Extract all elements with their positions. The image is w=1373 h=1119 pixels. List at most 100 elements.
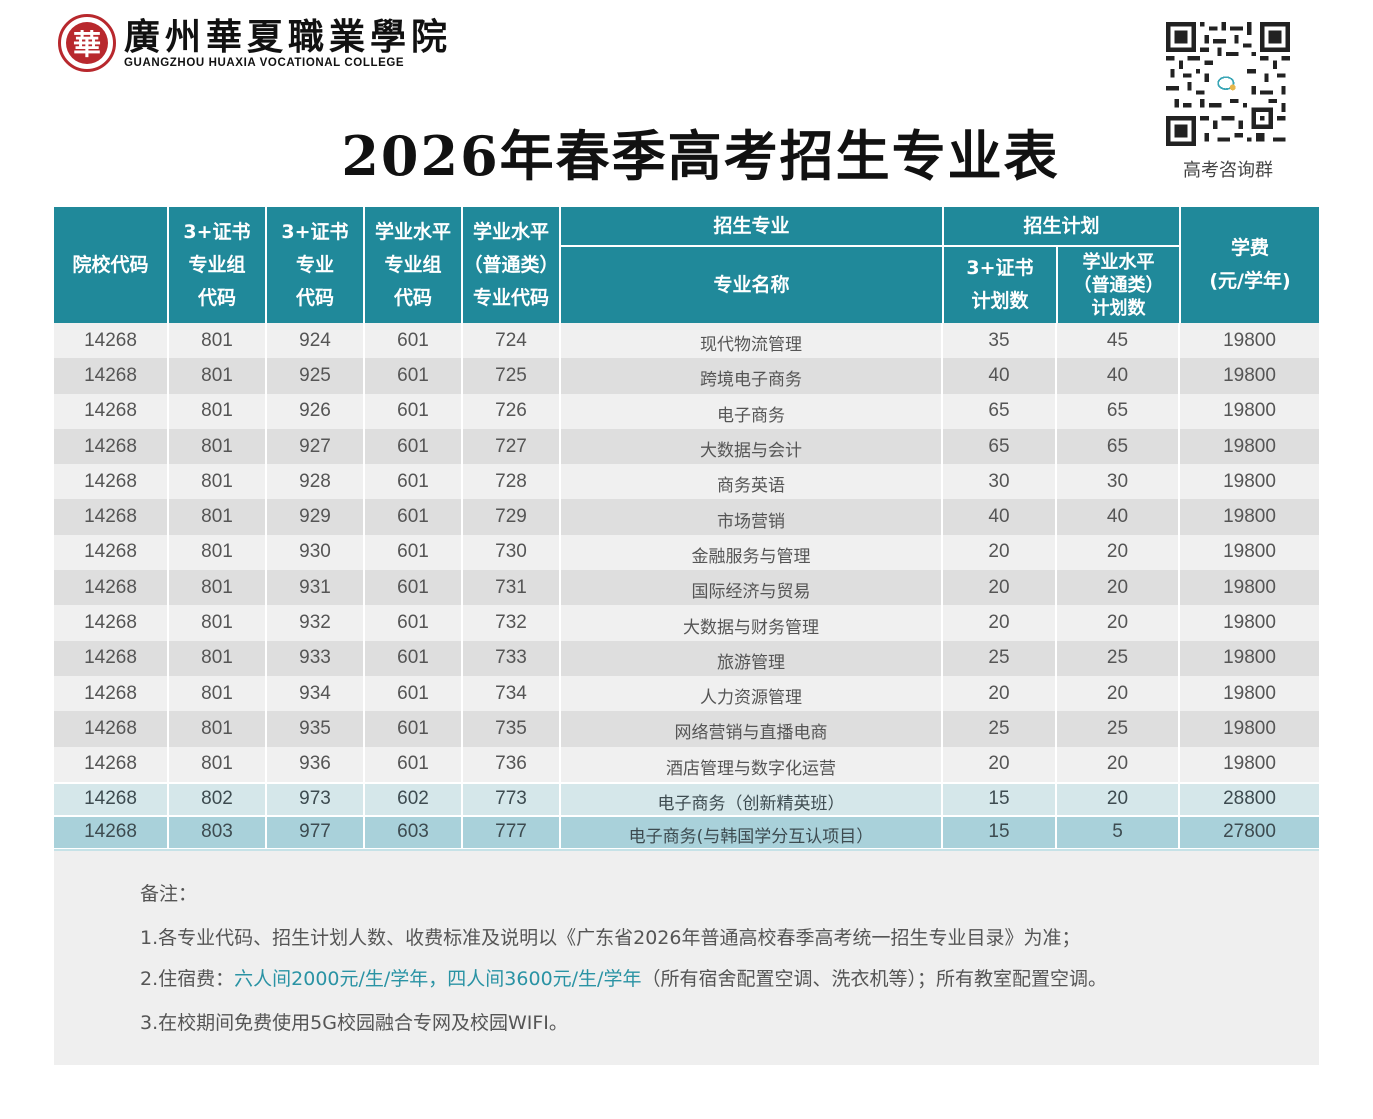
cert-major-code-cell: 930: [267, 534, 365, 571]
tuition-cell: 19800: [1223, 647, 1276, 669]
school-code-cell: 14268: [54, 570, 169, 606]
plan-cert-cell: 25: [943, 711, 1057, 747]
plan-level-cell: 20: [1057, 534, 1180, 571]
school-code-cell: 14268: [54, 464, 169, 500]
tuition-cell: 19800: [1223, 753, 1276, 775]
cert-major-code-cell: 935: [267, 711, 365, 747]
level-group-code-cell: 601: [365, 746, 463, 782]
table-row: 14268 801 926 601 726 电子商务 65 65 19800: [54, 393, 1319, 429]
table-header: 院校代码 3+证书 专业组 代码 3+证书 专业 代码 学业水平 专业组 代码 学业水平 （普…: [54, 207, 1319, 323]
level-group-code-cell: 601: [365, 534, 463, 571]
school-code-cell: 14268: [54, 675, 169, 712]
plan-cert-cell: 20: [943, 534, 1057, 571]
cert-group-code-cell: 802: [169, 783, 267, 815]
header-major-name: 专业名称: [561, 247, 942, 323]
school-code-cell: 14268: [54, 323, 169, 359]
tuition-cell: 19800: [1223, 329, 1276, 351]
school-code-cell: 14268: [54, 428, 169, 465]
plan-level-cell: 25: [1057, 640, 1180, 676]
major-name-cell: 旅游管理: [561, 640, 943, 676]
page-title: 2026年春季高考招生专业表: [341, 124, 1060, 188]
level-major-code-cell: 736: [463, 746, 561, 782]
major-name-cell: 电子商务: [561, 393, 943, 429]
dorm-fee-highlight: 六人间2000元/生/学年，四人间3600元/生/学年: [234, 968, 642, 990]
cert-group-code-cell: 801: [169, 393, 267, 429]
level-major-code-cell: 731: [463, 570, 561, 606]
plan-cert-cell: 40: [943, 358, 1057, 394]
cert-major-code-cell: 926: [267, 393, 365, 429]
table-row: 14268 801 930 601 730 金融服务与管理 20 20 19800: [54, 534, 1319, 571]
tuition-cell: 19800: [1223, 435, 1276, 457]
table-row: 14268 801 931 601 731 国际经济与贸易 20 20 19800: [54, 570, 1319, 606]
plan-cert-cell: 15: [943, 816, 1057, 848]
tuition-cell: 19800: [1223, 506, 1276, 528]
tuition-cell: 19800: [1223, 612, 1276, 634]
cert-major-code-cell: 933: [267, 640, 365, 676]
table-row: 14268 802 973 602 773 电子商务（创新精英班） 15 20 28800: [54, 781, 1319, 815]
school-code-cell: 14268: [54, 640, 169, 676]
cert-major-code-cell: 925: [267, 358, 365, 394]
cert-group-code-cell: 801: [169, 534, 267, 571]
table-bottom-rule: [54, 847, 1319, 852]
cert-group-code-cell: 803: [169, 816, 267, 848]
college-name-en: GUANGZHOU HUAXIA VOCATIONAL COLLEGE: [124, 57, 405, 69]
cert-major-code-cell: 973: [267, 783, 365, 815]
plan-level-cell: 40: [1057, 499, 1180, 535]
tuition-cell: 19800: [1223, 541, 1276, 563]
plan-cert-cell: 30: [943, 464, 1057, 500]
note-item-1: 1.各专业代码、招生计划人数、收费标准及说明以《广东省2026年普通高校春季高考…: [140, 927, 1081, 949]
college-name-cn: 廣州華夏職業學院: [124, 16, 453, 58]
level-group-code-cell: 601: [365, 499, 463, 535]
plan-cert-cell: 40: [943, 499, 1057, 535]
tuition-cell: 19800: [1223, 682, 1276, 704]
header-major-group: 招生专业: [561, 207, 942, 245]
plan-cert-cell: 20: [943, 675, 1057, 712]
level-major-code-cell: 732: [463, 605, 561, 641]
plan-level-cell: 45: [1057, 323, 1180, 359]
level-group-code-cell: 603: [365, 816, 463, 848]
cert-major-code-cell: 977: [267, 816, 365, 848]
major-name-cell: 网络营销与直播电商: [561, 711, 943, 747]
plan-cert-cell: 25: [943, 640, 1057, 676]
school-code-cell: 14268: [54, 393, 169, 429]
tuition-cell: 27800: [1223, 821, 1276, 843]
notes-panel: 备注： 1.各专业代码、招生计划人数、收费标准及说明以《广东省2026年普通高校…: [54, 851, 1319, 1065]
level-major-code-cell: 727: [463, 428, 561, 465]
level-group-code-cell: 601: [365, 711, 463, 747]
tuition-cell: 19800: [1223, 717, 1276, 739]
level-major-code-cell: 777: [463, 816, 561, 848]
header-plan-group: 招生计划: [944, 207, 1179, 245]
major-name-cell: 电子商务（创新精英班）: [561, 783, 943, 815]
level-major-code-cell: 728: [463, 464, 561, 500]
major-name-cell: 现代物流管理: [561, 323, 943, 359]
table-row: 14268 801 932 601 732 大数据与财务管理 20 20 19800: [54, 605, 1319, 641]
major-name-cell: 人力资源管理: [561, 675, 943, 712]
table-row: 14268 801 925 601 725 跨境电子商务 40 40 19800: [54, 358, 1319, 394]
tuition-cell: 28800: [1223, 788, 1276, 810]
table-row: 14268 801 924 601 724 现代物流管理 35 45 19800: [54, 323, 1319, 359]
level-major-code-cell: 726: [463, 393, 561, 429]
major-name-cell: 金融服务与管理: [561, 534, 943, 571]
school-code-cell: 14268: [54, 746, 169, 782]
cert-group-code-cell: 801: [169, 605, 267, 641]
college-emblem-icon: 華: [58, 14, 116, 72]
major-name-cell: 大数据与会计: [561, 428, 943, 465]
cert-major-code-cell: 928: [267, 464, 365, 500]
cert-group-code-cell: 801: [169, 675, 267, 712]
cert-major-code-cell: 932: [267, 605, 365, 641]
plan-level-cell: 25: [1057, 711, 1180, 747]
plan-level-cell: 65: [1057, 428, 1180, 465]
level-major-code-cell: 773: [463, 783, 561, 815]
major-name-cell: 酒店管理与数字化运营: [561, 746, 943, 782]
cert-group-code-cell: 801: [169, 428, 267, 465]
major-name-cell: 电子商务(与韩国学分互认项目）: [561, 816, 943, 848]
major-name-cell: 大数据与财务管理: [561, 605, 943, 641]
cert-major-code-cell: 924: [267, 323, 365, 359]
school-code-cell: 14268: [54, 711, 169, 747]
level-group-code-cell: 601: [365, 393, 463, 429]
level-group-code-cell: 601: [365, 675, 463, 712]
tuition-cell: 19800: [1223, 470, 1276, 492]
major-name-cell: 国际经济与贸易: [561, 570, 943, 606]
level-major-code-cell: 724: [463, 323, 561, 359]
cert-group-code-cell: 801: [169, 711, 267, 747]
